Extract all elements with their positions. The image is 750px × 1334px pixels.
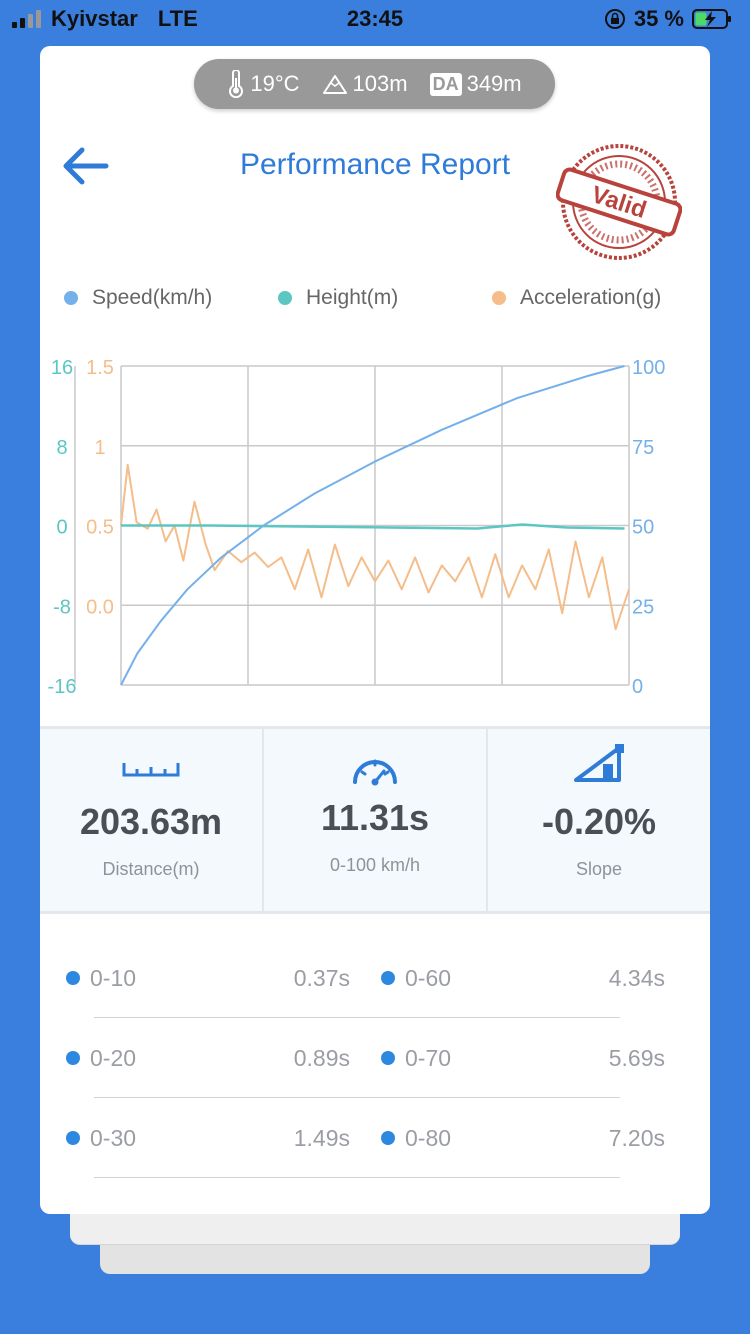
split-time-item: 0-80 7.20s [381,1098,665,1178]
performance-chart: 16 8 0 -8 -16 1.5 1 0.5 0.0 100 75 50 25 0 [48,357,666,696]
orientation-lock-icon [604,9,625,29]
stacked-card-shadow [100,1240,650,1274]
distance-label: Distance(m) [102,859,200,879]
axis-tick-label: -16 [48,676,77,696]
clock: 23:45 [346,6,404,31]
page-title: Performance Report [239,148,511,181]
carrier-name: Kyivstar [51,6,138,31]
stats-panel: 203.63m Distance(m) 11.31s 0-100 km/h [40,726,710,914]
valid-stamp: Valid [556,144,682,260]
axis-tick-label: -8 [53,596,71,618]
axis-tick-label: 0 [632,676,643,696]
mountain-icon [322,75,347,94]
legend-dot [278,291,292,305]
row-divider [94,1177,620,1178]
legend-item-height: Height(m) [278,286,398,310]
altitude-value: 103m [352,71,408,96]
split-label: 0-80 [405,1124,452,1151]
axis-tick-label: 0.0 [86,596,114,618]
axis-tick-label: 8 [56,437,67,459]
split-times-row: 0-30 1.49s 0-80 7.20s [40,1098,710,1178]
stacked-card-shadow [70,1210,680,1245]
axis-tick-label: 75 [632,437,654,459]
report-card: 19°C 103m DA 349m Performance Report Val… [40,46,710,1214]
signal-icon [12,10,41,28]
network-type: LTE [157,6,198,31]
split-time-item: 0-10 0.37s [66,938,350,1018]
axis-tick-label: 100 [632,357,665,379]
ruler-icon [122,763,180,777]
split-value: 1.49s [293,1124,350,1151]
axis-tick-label: 0 [56,517,67,539]
axis-tick-label: 16 [51,357,73,379]
stat-slope: -0.20% Slope [486,729,710,911]
bullet-dot [66,971,80,985]
split-label: 0-10 [90,964,137,991]
bullet-dot [66,1051,80,1065]
split-label: 0-30 [90,1124,137,1151]
split-value: 5.69s [608,1044,665,1071]
split-label: 0-70 [405,1044,452,1071]
battery-percent: 35 % [633,6,684,31]
split-value: 0.37s [293,964,350,991]
bullet-dot [381,1131,395,1145]
back-arrow-icon[interactable] [58,142,114,190]
legend-dot [492,291,506,305]
battery-charging-icon [692,9,731,29]
legend-item-speed: Speed(km/h) [64,286,212,310]
legend-label: Speed(km/h) [92,286,213,309]
split-value: 4.34s [608,964,665,991]
split-time-item: 0-60 4.34s [381,938,665,1018]
stat-distance: 203.63m Distance(m) [40,729,262,911]
legend-label: Height(m) [306,286,399,309]
bullet-dot [381,1051,395,1065]
legend-dot [64,291,78,305]
axis-tick-label: 50 [632,517,654,539]
legend-item-acceleration: Acceleration(g) [492,286,661,310]
legend-label: Acceleration(g) [520,286,662,309]
series-line-speed [120,365,625,686]
thermometer-icon [229,70,244,98]
slope-icon [574,744,624,782]
series-line-acceleration [120,463,630,631]
axis-tick-label: 25 [632,596,654,618]
split-label: 0-20 [90,1044,137,1071]
density-altitude-badge: DA [429,72,462,96]
status-bar: Kyivstar LTE 23:45 35 % [0,0,750,44]
slope-label: Slope [575,859,623,879]
axis-tick-label: 0.5 [86,517,114,539]
split-time-item: 0-30 1.49s [66,1098,350,1178]
speedometer-icon [353,759,397,786]
split-value: 0.89s [293,1044,350,1071]
split-time-item: 0-20 0.89s [66,1018,350,1098]
slope-value: -0.20% [541,801,657,842]
split-times-row: 0-20 0.89s 0-70 5.69s [40,1018,710,1098]
acceleration-time-label: 0-100 km/h [329,855,421,875]
axis-tick-label: 1 [94,437,105,459]
temperature-value: 19°C [250,71,300,96]
split-times-row: 0-10 0.37s 0-60 4.34s [40,938,710,1018]
split-label: 0-60 [405,964,452,991]
axis-tick-label: 1.5 [86,357,114,379]
density-altitude-value: 349m [466,71,522,96]
distance-value: 203.63m [79,801,223,842]
stat-acceleration-time: 11.31s 0-100 km/h [262,729,486,911]
series-line-height [121,523,625,530]
bullet-dot [381,971,395,985]
conditions-bar: 19°C 103m DA 349m [194,59,555,109]
acceleration-time-value: 11.31s [320,797,430,838]
split-value: 7.20s [608,1124,665,1151]
split-time-item: 0-70 5.69s [381,1018,665,1098]
bullet-dot [66,1131,80,1145]
row-divider [94,1017,620,1018]
row-divider [94,1097,620,1098]
